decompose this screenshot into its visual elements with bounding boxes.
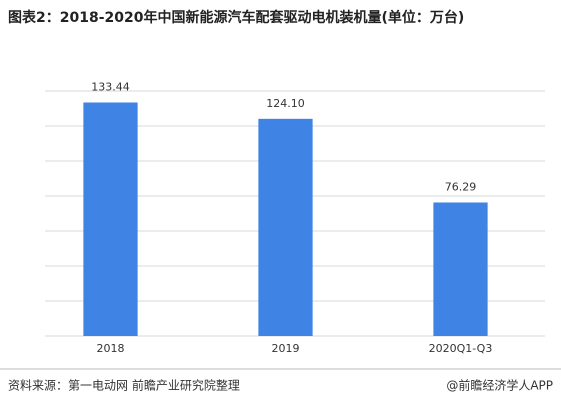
- value-label: 124.10: [266, 97, 305, 110]
- source: 资料来源：第一电动网 前瞻产业研究院整理: [8, 378, 240, 393]
- value-label: 133.44: [91, 80, 130, 93]
- bar: [433, 202, 488, 336]
- bar: [258, 118, 313, 336]
- x-tick-label: 2020Q1-Q3: [429, 342, 493, 355]
- value-label: 76.29: [445, 180, 477, 193]
- bar: [83, 102, 138, 336]
- chart-title: 图表2：2018-2020年中国新能源汽车配套驱动电机装机量(单位：万台): [8, 9, 464, 26]
- x-tick-label: 2018: [97, 342, 125, 355]
- credit: @前瞻经济学人APP: [446, 378, 553, 393]
- x-tick-label: 2019: [272, 342, 300, 355]
